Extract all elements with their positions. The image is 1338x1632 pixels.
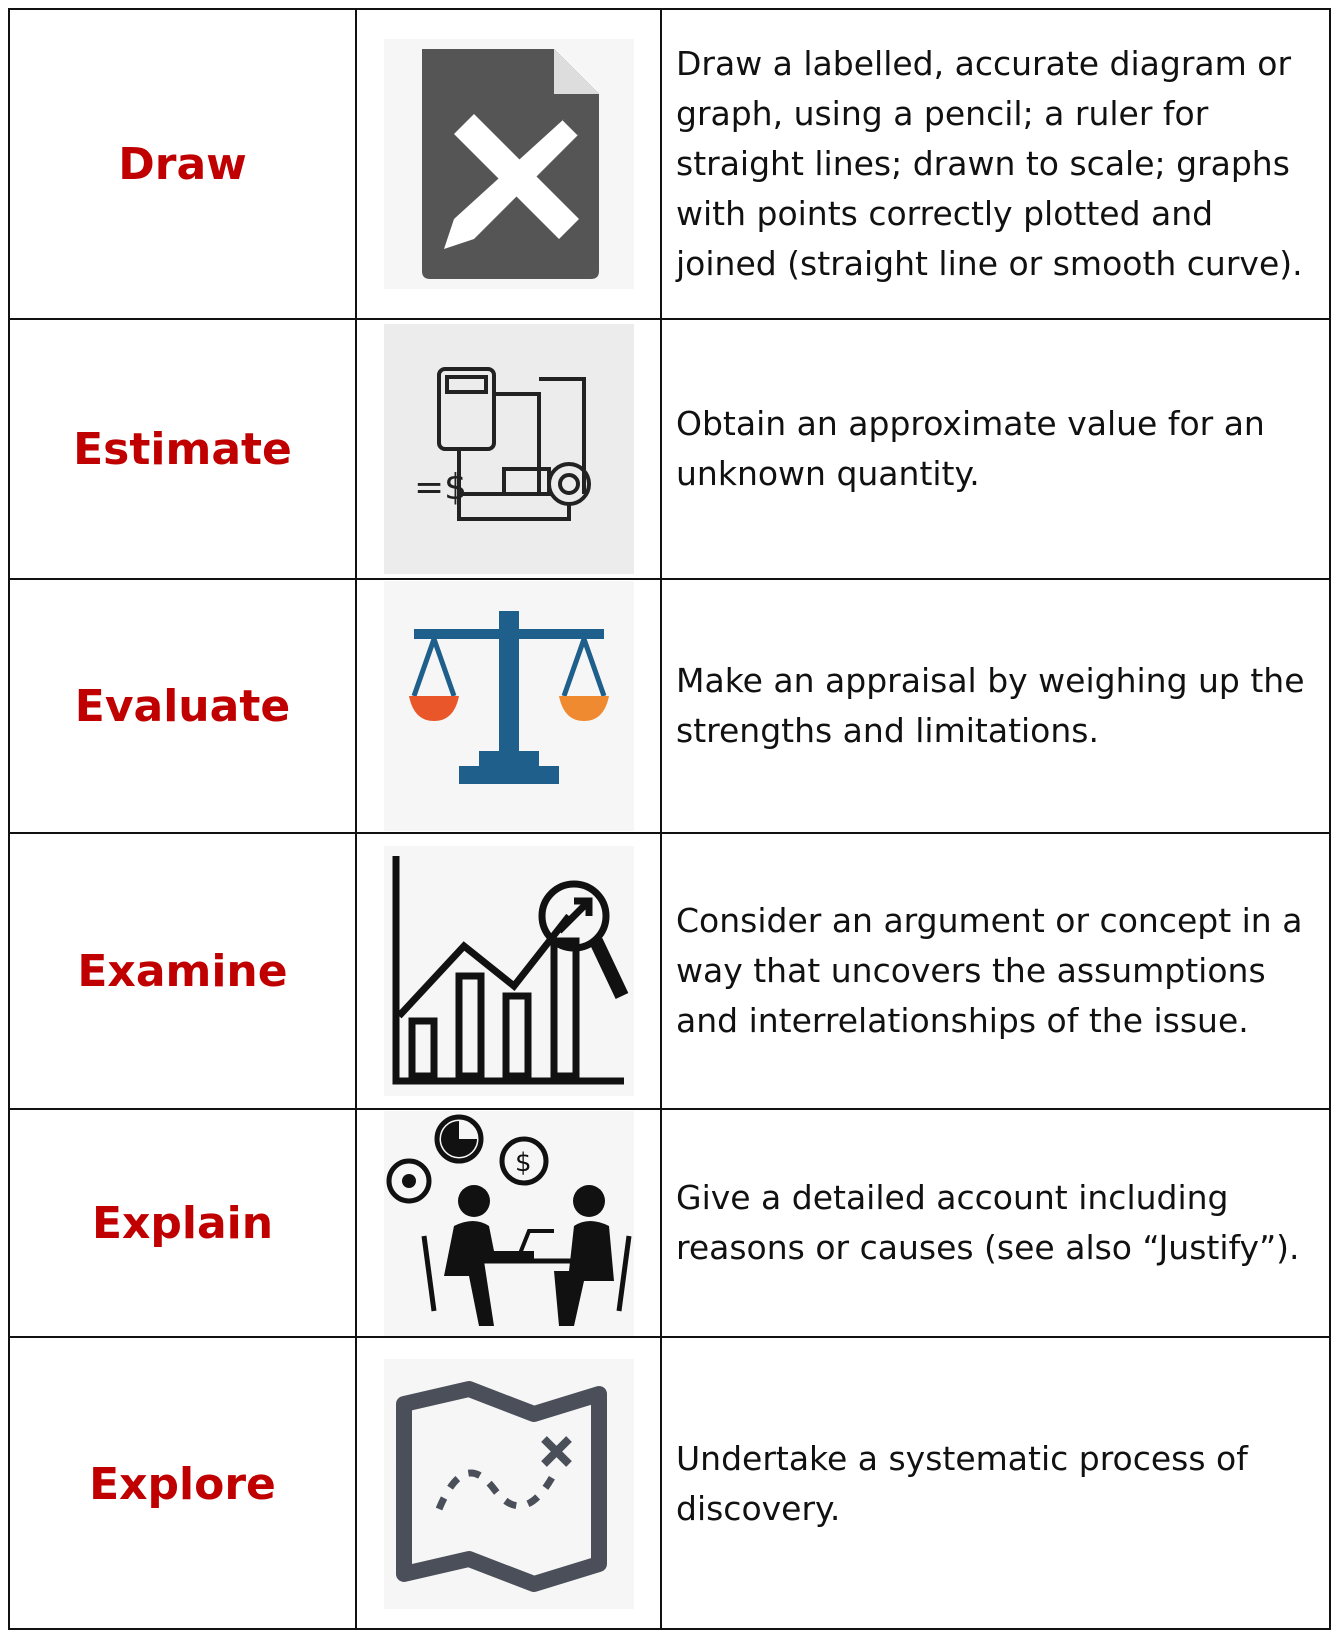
- description: Consider an argument or concept in a way…: [676, 901, 1303, 1040]
- icon-cell: =$: [355, 320, 662, 578]
- draw-icon: [383, 39, 634, 289]
- term: Explain: [91, 1197, 274, 1249]
- table-row: Draw Draw a labelled, accurate diagram o…: [10, 10, 1329, 320]
- description: Obtain an approximate value for an unkno…: [676, 404, 1265, 493]
- description: Undertake a systematic process of discov…: [676, 1439, 1248, 1528]
- icon-cell: [355, 834, 662, 1108]
- term: Draw: [118, 138, 247, 190]
- explain-icon: $: [383, 1110, 634, 1336]
- description: Make an appraisal by weighing up the str…: [676, 661, 1305, 750]
- term: Explore: [89, 1458, 276, 1510]
- table-row: Estimate =$ Obtain an approximate value …: [10, 320, 1329, 580]
- description: Draw a labelled, accurate diagram or gra…: [676, 44, 1303, 283]
- table-row: Evaluate Make an appraisal by weighing u…: [10, 580, 1329, 834]
- svg-text:=$: =$: [414, 467, 467, 508]
- description: Give a detailed account including reason…: [676, 1178, 1300, 1267]
- explore-icon: [383, 1359, 634, 1609]
- table-row: Explore Undertake a systematic process o…: [10, 1338, 1329, 1630]
- icon-cell: [355, 10, 662, 318]
- evaluate-icon: [383, 581, 634, 831]
- estimate-icon: =$: [383, 324, 634, 574]
- icon-cell: $: [355, 1110, 662, 1336]
- term: Estimate: [73, 423, 292, 475]
- table-row: Examine Consider an argument or concept …: [10, 834, 1329, 1110]
- icon-cell: [355, 1338, 662, 1630]
- table: Draw Draw a labelled, accurate diagram o…: [8, 8, 1331, 1630]
- icon-cell: [355, 580, 662, 832]
- table-row: Explain $ Give a detailed account includ…: [10, 1110, 1329, 1338]
- examine-icon: [383, 846, 634, 1096]
- svg-text:$: $: [515, 1148, 532, 1178]
- term: Examine: [77, 945, 288, 997]
- term: Evaluate: [74, 680, 291, 732]
